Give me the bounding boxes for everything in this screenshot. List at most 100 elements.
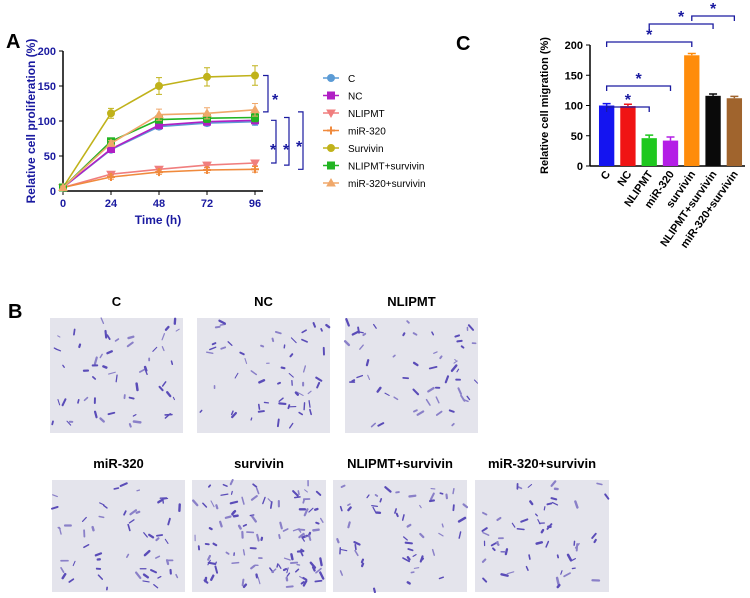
cell (220, 522, 221, 527)
legend-marker (328, 75, 335, 82)
x-tick-label: 72 (201, 198, 213, 210)
cell (52, 421, 53, 424)
cell (393, 355, 395, 356)
cell (244, 550, 245, 555)
point (108, 110, 115, 117)
cell (314, 323, 315, 327)
legend-label: NLIPMT+survivin (348, 162, 424, 173)
point (204, 73, 211, 80)
cell (261, 346, 263, 347)
micrograph (197, 318, 330, 433)
cell (134, 422, 140, 423)
cell (372, 506, 378, 507)
cell (156, 538, 158, 540)
cell (414, 568, 418, 569)
bar (727, 98, 742, 166)
cell (529, 555, 530, 559)
y-tick-label: 0 (50, 186, 56, 198)
micrograph-label: NLIPMT+survivin (347, 456, 453, 471)
cell (279, 535, 280, 538)
cell (362, 560, 363, 563)
panel-label: B (8, 301, 22, 323)
cell (284, 569, 286, 570)
cell (316, 523, 318, 524)
cell (171, 361, 172, 364)
series-line (63, 122, 255, 188)
cell (58, 528, 60, 529)
micrograph-label: NLIPMT (387, 294, 435, 309)
x-tick-label: 48 (153, 198, 165, 210)
cell (54, 348, 56, 349)
cell (93, 527, 94, 530)
cell (297, 565, 299, 566)
error-bar (709, 94, 717, 96)
cell (595, 540, 596, 542)
cell (78, 400, 79, 403)
error-bar (730, 96, 738, 98)
cell (279, 403, 285, 404)
cell (210, 528, 212, 529)
y-tick-label: 200 (565, 40, 583, 52)
cell (450, 410, 454, 411)
cell (129, 337, 134, 338)
bar (663, 141, 678, 166)
cell (214, 544, 217, 545)
cell (440, 493, 442, 494)
cell (315, 509, 317, 510)
cell (273, 339, 274, 342)
cell (256, 575, 257, 578)
cell (408, 525, 411, 527)
cell (257, 535, 258, 541)
cell (298, 529, 304, 530)
cell (137, 490, 139, 491)
cell (455, 335, 459, 336)
cell (116, 375, 117, 382)
panel-label: A (6, 31, 20, 53)
cell (243, 580, 244, 586)
cell (221, 347, 225, 348)
cell (290, 354, 292, 356)
legend-label: C (348, 74, 355, 85)
cell (380, 499, 381, 502)
legend-label: miR-320 (348, 127, 386, 138)
cell (547, 503, 551, 504)
micrograph-label: miR-320 (93, 456, 144, 471)
cell (493, 548, 495, 550)
cell (430, 500, 434, 501)
cell (406, 543, 412, 544)
y-tick-label: 0 (577, 161, 583, 173)
legend-label: NLIPMT (348, 109, 385, 120)
legend-marker (327, 127, 335, 135)
cell (302, 582, 304, 583)
bar (705, 96, 720, 166)
cell (287, 586, 293, 587)
significance-star: * (272, 92, 279, 109)
x-tick-label: 0 (60, 198, 66, 210)
cell (597, 483, 602, 484)
significance-star: * (270, 142, 277, 159)
cell (137, 512, 140, 513)
cell (342, 486, 345, 487)
micrograph (475, 480, 609, 592)
cell (309, 536, 310, 540)
cell (259, 405, 260, 410)
micrograph-background (197, 318, 330, 433)
cell (209, 485, 210, 487)
micrograph-background (52, 480, 185, 592)
cell (99, 516, 103, 517)
cell (442, 524, 443, 527)
micrograph-label: NC (254, 294, 273, 309)
point (252, 72, 259, 79)
bar (684, 55, 699, 166)
legend-marker (328, 145, 335, 152)
cell (278, 383, 280, 384)
legend-marker (328, 162, 335, 169)
cell (558, 585, 560, 587)
micrograph-background (475, 480, 609, 592)
cell (502, 574, 508, 575)
y-tick-label: 150 (38, 81, 56, 93)
cell (130, 424, 131, 426)
cell (537, 542, 542, 543)
micrograph-label: survivin (234, 456, 284, 471)
